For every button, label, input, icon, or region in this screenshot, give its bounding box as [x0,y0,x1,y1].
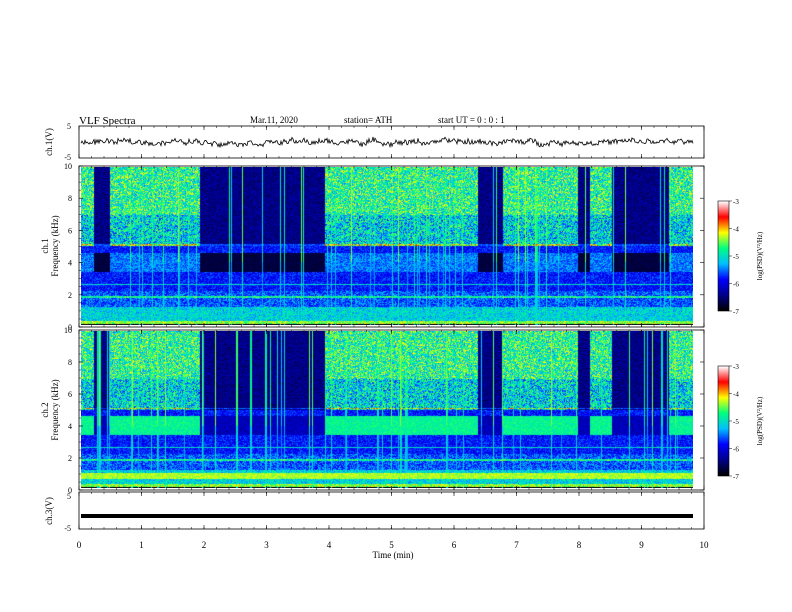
freq-tick-label: 8 [68,194,72,203]
ch2-colorbar-label: log(PSD)(V²/Hz) [756,396,764,445]
ch2-ylabel-line2: Frequency (kHz) [50,379,60,440]
ch1-colorbar-gradient [718,201,729,311]
freq-tick-label: 0 [68,486,72,495]
x-tick-label: 6 [452,540,457,550]
ch3-waveform-panel: 5 -5 ch.3(V) [44,491,705,533]
ch1-ytick-top: 5 [67,122,71,131]
figure-title: VLF Spectra [79,115,136,127]
freq-tick-label: 8 [68,358,72,367]
colorbar-tick-label: -4 [733,391,739,399]
ch1-colorbar-label: log(PSD)(V²/Hz) [756,231,764,280]
freq-tick-label: 6 [68,226,72,235]
date-label: Mar.11, 2020 [250,115,298,125]
ch3-ytick-bottom: -5 [64,524,71,533]
ch1-spectrogram-panel: 0 2 4 6 8 10 ch.1 Frequency (kHz) -3 -4 -5 -6 -7 … [40,162,764,332]
ch1-ylabel-line2: Frequency (kHz) [50,215,60,276]
ch2-freq-ticks: 0 2 4 6 8 10 [64,326,704,495]
x-tick-label: 5 [389,540,394,550]
colorbar-tick-label: -5 [733,253,739,261]
freq-tick-label: 6 [68,390,72,399]
x-axis-label: Time (min) [373,550,414,560]
colorbar-tick-label: -7 [733,308,739,316]
x-tick-label: 8 [577,540,582,550]
ch1-colorbar: -3 -4 -5 -6 -7 log(PSD)(V²/Hz) [717,198,764,316]
colorbar-tick-label: -6 [733,281,739,289]
x-tick-label: 0 [77,540,82,550]
ch2-ylabel-line1: ch.2 [40,402,50,417]
ch1-ytick-bottom: -5 [64,153,71,162]
freq-tick-label: 2 [68,454,72,463]
colorbar-tick-label: -3 [733,198,739,206]
station-label: station= ATH [344,115,393,125]
ch3-ylabel: ch.3(V) [44,497,54,525]
ch3-waveform-frame [78,491,705,530]
x-tick-label: 1 [139,540,144,550]
x-tick-label: 3 [264,540,269,550]
freq-tick-label: 4 [68,259,72,268]
ch2-spectrogram-image [81,331,693,488]
start-ut-label: start UT = 0 : 0 : 1 [438,115,505,125]
colorbar-tick-label: -7 [733,473,739,481]
freq-tick-label: 10 [64,162,72,171]
ch1-waveform-trace [80,136,694,149]
x-tick-label: 2 [202,540,207,550]
x-tick-label: 4 [327,540,332,550]
freq-tick-label: 10 [64,326,72,335]
x-tick-label: 9 [639,540,644,550]
ch3-ytick-top: 5 [67,492,71,501]
freq-tick-label: 0 [68,323,72,332]
ch2-colorbar: -3 -4 -5 -6 -7 log(PSD)(V²/Hz) [717,363,764,481]
colorbar-tick-label: -6 [733,446,739,454]
ch1-freq-ticks: 0 2 4 6 8 10 [64,162,704,332]
x-tick-label: 7 [514,540,519,550]
ch1-ylabel: ch.1(V) [44,128,54,156]
freq-tick-label: 2 [68,291,72,300]
freq-tick-label: 4 [68,422,72,431]
ch2-colorbar-gradient [718,366,729,476]
colorbar-tick-label: -5 [733,418,739,426]
ch1-spectrogram-image [81,167,693,325]
colorbar-tick-label: -4 [733,226,739,234]
x-tick-label: 10 [700,540,710,550]
time-axis: 0 1 2 3 4 5 6 7 8 9 10 [77,126,709,550]
ch2-spectrogram-panel: 0 2 4 6 8 10 ch.2 Frequency (kHz) -3 -4 -5 -6 -7 … [40,326,764,495]
ch1-waveform-panel: 5 -5 ch.1(V) [44,122,705,162]
ch1-ylabel-line1: ch.1 [40,238,50,253]
colorbar-tick-label: -3 [733,363,739,371]
